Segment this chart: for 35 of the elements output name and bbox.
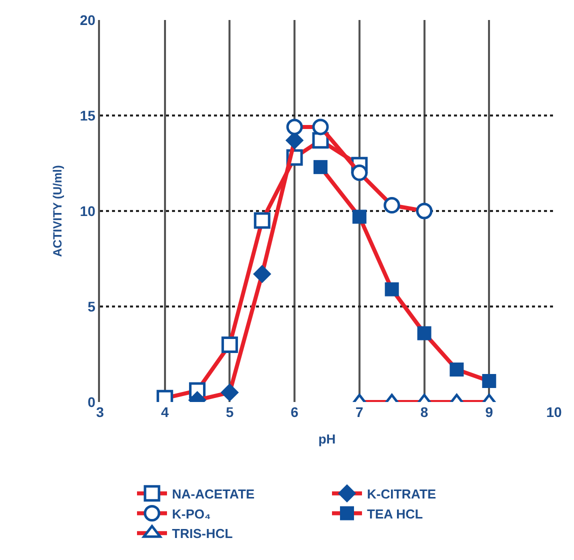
point [221, 336, 238, 353]
point [417, 326, 432, 340]
y-axis-title: ACTIVITY (U/ml) [50, 165, 65, 257]
legend-label: NA-ACETATE [172, 486, 255, 502]
point [253, 264, 272, 284]
point [312, 118, 329, 136]
legend-label: K-CITRATE [367, 486, 436, 502]
x-tick-label: 8 [420, 404, 428, 420]
point [482, 374, 496, 388]
y-tick-label: 0 [88, 394, 96, 410]
y-tick-label: 5 [88, 298, 96, 314]
legend-label: K-PO₄ [172, 506, 211, 522]
point [286, 118, 303, 136]
point [416, 202, 433, 220]
x-tick-label: 3 [96, 404, 104, 420]
x-tick-label: 9 [485, 404, 494, 420]
legend-label: TRIS-HCL [172, 526, 233, 542]
x-tick-label: 6 [290, 404, 299, 420]
x-axis-title: pH [318, 432, 336, 447]
x-tick-label: 10 [546, 404, 562, 420]
x-tick-label: 7 [356, 404, 364, 420]
y-tick-label: 10 [80, 202, 96, 219]
legend-label: TEA HCL [367, 506, 423, 522]
point [384, 282, 399, 296]
x-tick-label: 5 [226, 404, 234, 420]
y-tick-label: 20 [80, 12, 96, 28]
point [450, 362, 464, 377]
point [220, 383, 239, 402]
y-tick-label: 15 [80, 107, 96, 124]
point [352, 210, 366, 224]
point [351, 164, 368, 182]
point [254, 212, 270, 229]
point [384, 197, 400, 214]
x-tick-label: 4 [160, 404, 169, 420]
point [314, 160, 328, 174]
